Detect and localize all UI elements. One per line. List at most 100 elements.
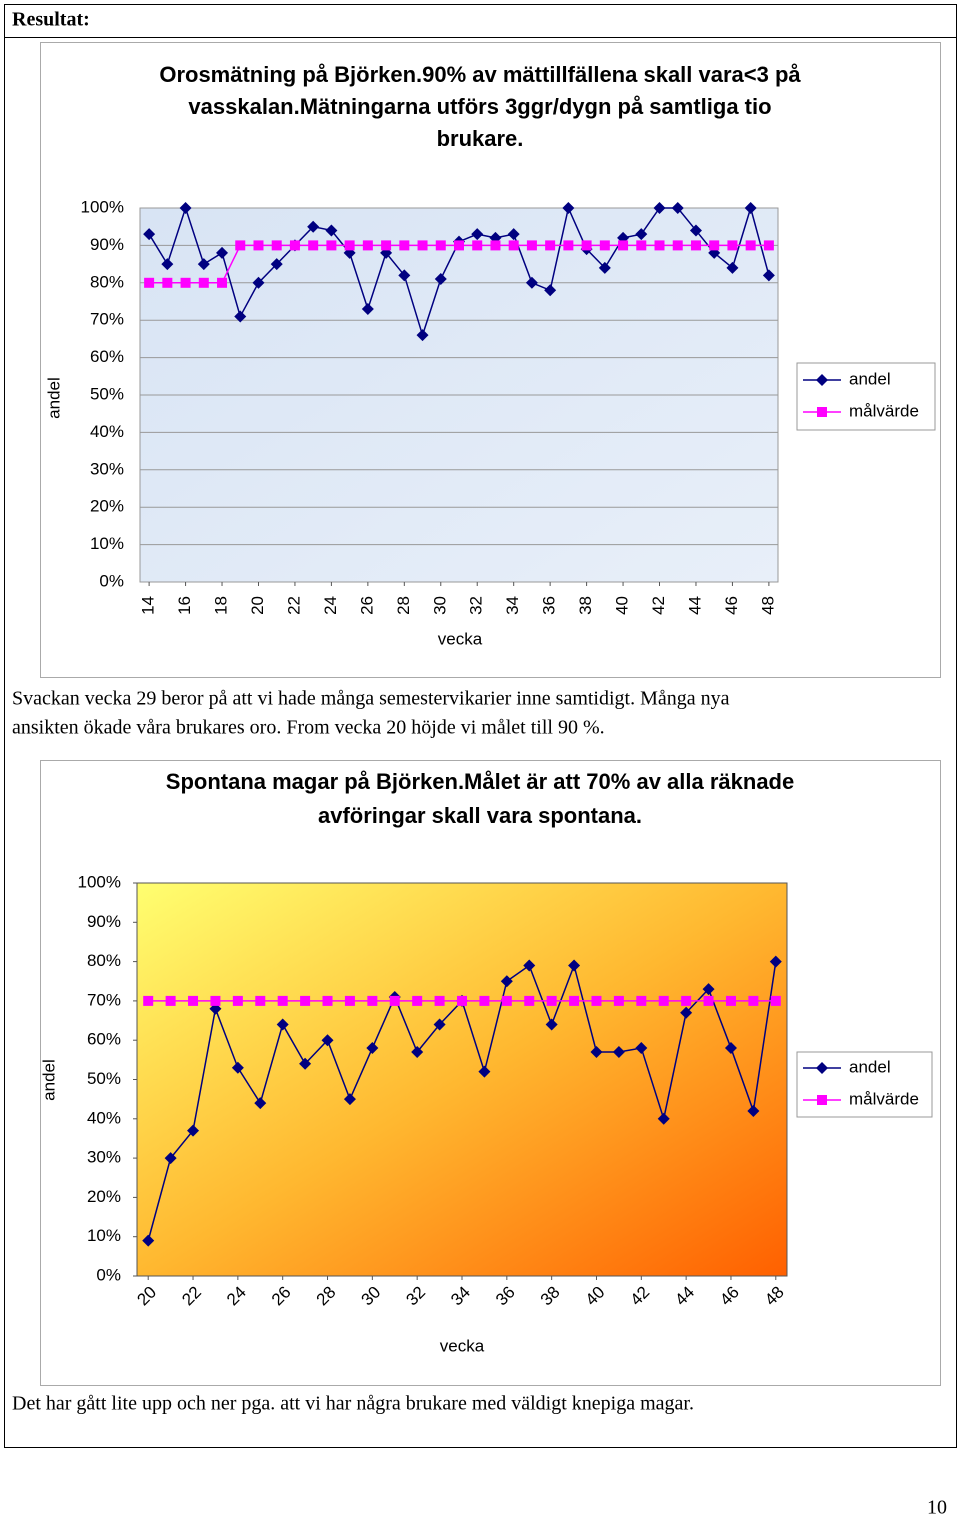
data-point — [672, 240, 683, 251]
data-point — [144, 277, 155, 288]
y-axis-label: andel — [39, 1059, 58, 1101]
comment: Det har gått lite upp och ner pga. att v… — [12, 1393, 694, 1415]
data-point — [161, 258, 174, 271]
y-tick-label: 90% — [90, 235, 124, 254]
data-point — [654, 240, 665, 251]
x-tick-label: 42 — [626, 1283, 653, 1310]
data-point — [321, 1034, 334, 1047]
data-point — [653, 202, 666, 214]
x-tick-label: 26 — [268, 1283, 295, 1310]
y-tick-label: 50% — [87, 1069, 121, 1088]
data-point — [671, 202, 684, 214]
x-tick-label: 44 — [685, 596, 704, 615]
x-tick-label: 46 — [722, 596, 741, 615]
header-title: Resultat: — [12, 9, 90, 31]
data-point — [179, 202, 192, 214]
data-point — [590, 1045, 603, 1058]
data-point — [300, 995, 311, 1006]
data-point — [725, 995, 736, 1006]
data-point — [770, 995, 781, 1006]
data-point — [762, 269, 775, 282]
data-point — [727, 240, 738, 251]
legend-label: andel — [849, 369, 891, 388]
y-tick-label: 20% — [90, 497, 124, 516]
data-point — [344, 995, 355, 1006]
data-point — [299, 1057, 312, 1070]
data-point — [217, 277, 228, 288]
y-tick-label: 70% — [90, 310, 124, 329]
data-point — [747, 1104, 760, 1117]
data-point — [216, 246, 229, 259]
x-tick-label: 20 — [133, 1283, 160, 1310]
x-tick-label: 48 — [761, 1283, 788, 1310]
y-tick-label: 0% — [96, 1265, 121, 1284]
data-point — [508, 240, 519, 251]
data-point — [709, 240, 720, 251]
y-tick-label: 80% — [87, 951, 121, 970]
data-point — [635, 228, 648, 241]
y-tick-label: 100% — [81, 197, 124, 216]
data-point — [525, 276, 538, 289]
legend-box — [796, 362, 936, 431]
x-tick-label: 28 — [313, 1283, 340, 1310]
data-point — [479, 995, 490, 1006]
data-point — [255, 995, 266, 1006]
x-tick-label: 32 — [467, 596, 486, 615]
x-tick-label: 44 — [671, 1283, 698, 1310]
data-point — [307, 220, 320, 233]
data-point — [591, 995, 602, 1006]
data-point — [289, 240, 300, 251]
data-point — [636, 995, 647, 1006]
x-tick-label: 42 — [649, 596, 668, 615]
x-tick-label: 26 — [357, 596, 376, 615]
data-point — [563, 240, 574, 251]
data-point — [367, 995, 378, 1006]
legend-marker — [816, 1062, 828, 1074]
x-tick-label: 36 — [540, 596, 559, 615]
x-tick-label: 20 — [248, 596, 267, 615]
data-point — [416, 329, 429, 342]
chart-title: Orosmätning på Björken.90% av mättillfäl… — [159, 62, 801, 87]
chart-title: avföringar skall vara spontana. — [318, 803, 642, 828]
data-point — [544, 284, 557, 297]
data-point — [689, 224, 702, 237]
data-point — [568, 959, 581, 972]
data-point — [162, 277, 173, 288]
data-point — [343, 1093, 356, 1106]
data-point — [198, 277, 209, 288]
data-point — [433, 1018, 446, 1031]
data-point — [500, 975, 513, 988]
chart-title: Spontana magar på Björken.Målet är att 7… — [166, 769, 794, 794]
chart-title: vasskalan.Mätningarna utförs 3ggr/dygn p… — [188, 94, 771, 119]
x-tick-label: 40 — [582, 1283, 609, 1310]
x-tick-label: 30 — [358, 1283, 385, 1310]
data-point — [703, 995, 714, 1006]
data-point — [398, 269, 411, 282]
x-tick-label: 32 — [402, 1283, 429, 1310]
data-point — [471, 228, 484, 241]
data-point — [681, 995, 692, 1006]
y-tick-label: 40% — [90, 422, 124, 441]
data-point — [454, 240, 464, 251]
data-point — [210, 995, 221, 1006]
plot-area — [136, 882, 788, 1277]
data-point — [434, 273, 447, 286]
data-point — [361, 302, 374, 315]
data-point — [412, 995, 423, 1006]
x-tick-label: 34 — [503, 596, 522, 615]
x-tick-label: 34 — [447, 1283, 474, 1310]
legend-marker — [816, 374, 828, 386]
legend-marker — [817, 407, 827, 417]
y-tick-label: 30% — [90, 459, 124, 478]
data-point — [188, 995, 199, 1006]
x-tick-label: 28 — [394, 596, 413, 615]
legend-label: målvärde — [849, 1089, 919, 1108]
data-point — [254, 1097, 267, 1110]
y-tick-label: 40% — [87, 1108, 121, 1127]
y-tick-label: 60% — [87, 1030, 121, 1049]
x-tick-label: 40 — [613, 596, 632, 615]
y-tick-label: 60% — [90, 347, 124, 366]
y-axis-label: andel — [44, 377, 63, 419]
data-point — [366, 1042, 379, 1055]
